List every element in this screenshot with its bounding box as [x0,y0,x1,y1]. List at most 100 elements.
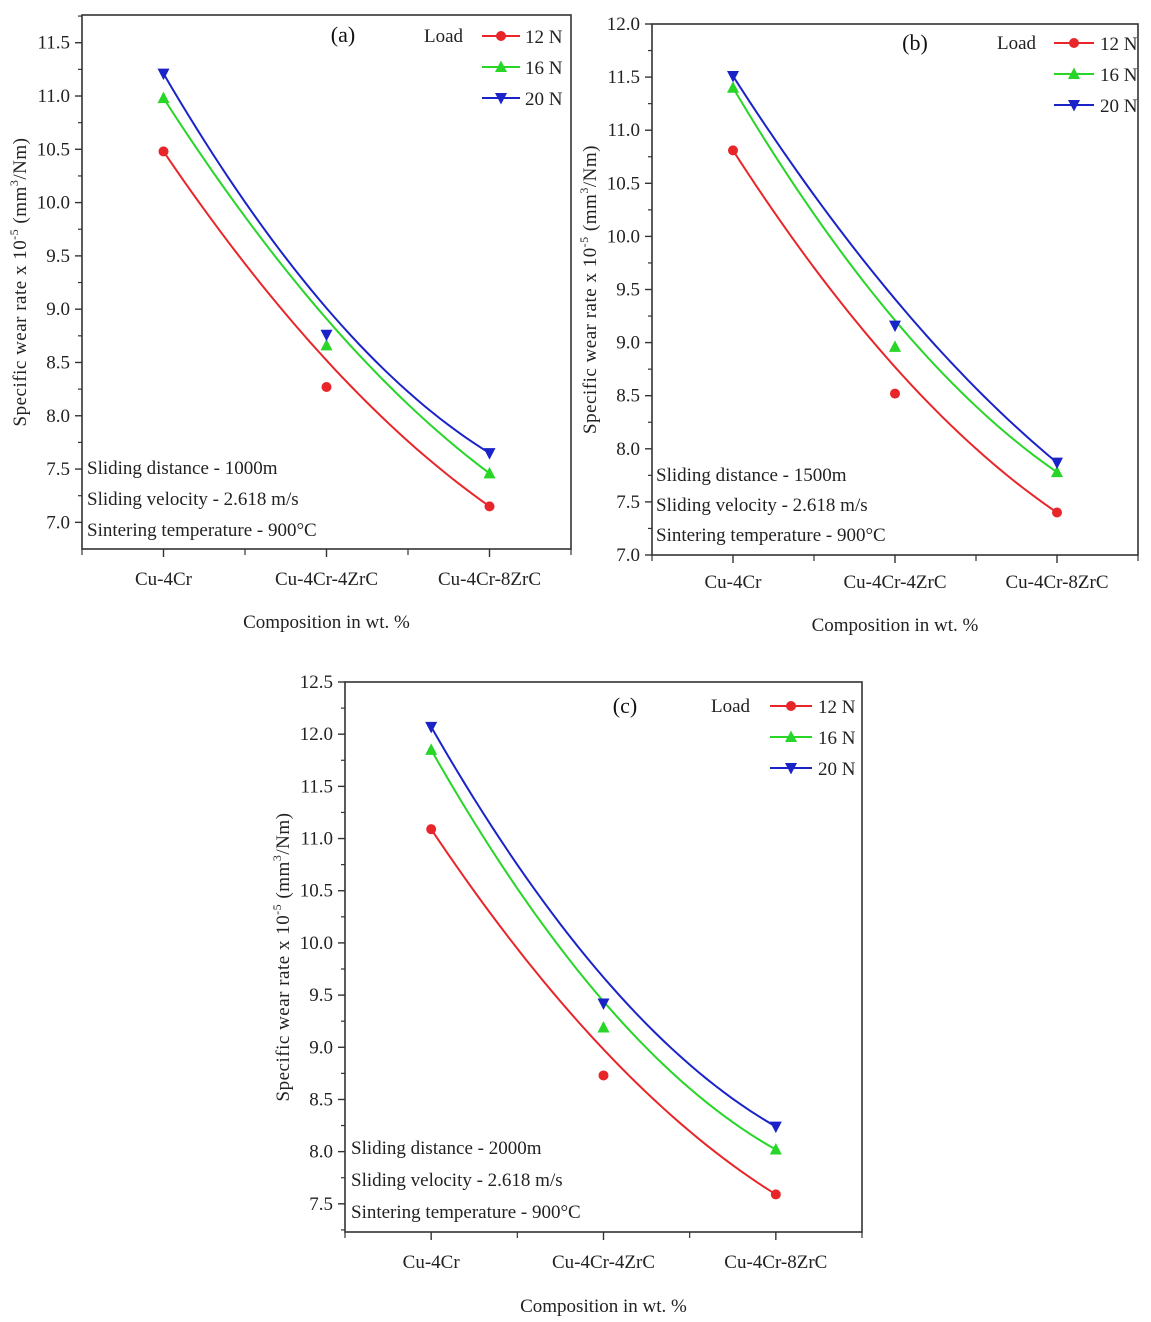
series-12n [728,145,1062,518]
legend-entry: 20 N [482,89,563,110]
legend-entry: 12 N [1054,34,1138,55]
condition-text: Sintering temperature - 900°C [87,520,317,541]
y-tick-label: 12.0 [607,14,640,35]
legend-title: Load [997,33,1037,54]
x-axis-title: Composition in wt. % [243,612,410,633]
y-tick-label: 11.5 [300,776,333,797]
legend-label: 12 N [818,697,856,718]
y-tick-label: 8.0 [309,1142,333,1163]
data-point [727,81,739,93]
data-point [889,340,901,352]
legend-entry: 16 N [482,58,563,79]
data-point [321,381,332,392]
y-tick-label: 7.0 [616,545,640,566]
data-point [598,1070,609,1081]
data-point [728,145,738,156]
y-tick-label: 9.0 [616,333,640,354]
legend-entry: 20 N [1054,96,1138,117]
y-tick-label: 10.0 [607,226,640,247]
legend-entry: 16 N [1054,65,1138,86]
data-point [1052,507,1062,518]
data-point [769,1121,782,1134]
data-point [597,1020,610,1033]
legend: Load 12 N 16 N 20 N [424,26,563,110]
test-conditions: Sliding distance - 1500m Sliding velocity… [656,465,886,546]
series-fit-line [162,97,491,475]
legend-entry: 12 N [770,697,856,718]
data-point [158,146,169,157]
y-axis-title: Specific wear rate x 10-5 (mm3/Nm) [270,813,294,1102]
x-tick-label: Cu-4Cr-8ZrC [724,1252,827,1273]
data-point [727,71,739,83]
y-tick-label: 10.5 [37,139,70,160]
y-axis-title-unit-end: /Nm) [580,145,601,187]
y-tick-label: 9.0 [309,1037,333,1058]
y-axis-title-exponent: -5 [270,904,284,915]
legend-label: 12 N [525,27,563,48]
y-tick-label: 8.5 [616,386,640,407]
series-20n [157,68,496,460]
y-axis-title-unit-end: /Nm) [273,813,294,855]
data-point [1051,465,1063,478]
test-conditions: Sliding distance - 2000m Sliding velocity… [351,1138,581,1223]
legend: Load 12 N 16 N 20 N [711,696,856,780]
legend-marker [496,31,506,41]
data-point [425,743,438,755]
y-tick-label: 9.5 [309,985,333,1006]
data-point [770,1189,781,1200]
y-tick-label: 10.0 [37,193,70,214]
x-tick-label: Cu-4Cr [403,1252,461,1273]
chart-panel-c: 7.5 8.0 8.5 9.0 9.5 10.0 10.5 11.0 11.5 12.0 12.5 C… [270,672,863,1317]
data-point [889,320,901,333]
condition-text: Sliding distance - 1000m [87,458,278,479]
data-point [425,721,438,734]
chart-panel-b: 7.0 7.5 8.0 8.5 9.0 9.5 10.0 10.5 11.0 11.5 12.0 Cu… [577,14,1139,636]
legend-marker [786,701,796,711]
y-tick-label: 9.5 [46,246,70,267]
y-tick-label: 11.5 [607,67,640,88]
data-point [483,448,496,460]
series-12n [158,146,495,512]
y-tick-label: 10.5 [300,881,333,902]
x-tick-label: Cu-4Cr [705,572,763,593]
legend-label: 12 N [1100,34,1138,55]
series-fit-line [732,87,1058,473]
y-tick-label: 7.5 [616,492,640,513]
condition-text: Sliding distance - 2000m [351,1138,542,1159]
y-axis-title-exponent: -5 [577,236,591,247]
condition-text: Sliding velocity - 2.618 m/s [656,495,868,516]
data-point [483,466,496,479]
series-16n [157,91,496,479]
y-axis-title-unit-exponent: 3 [7,180,21,187]
x-axis-title: Composition in wt. % [520,1296,687,1317]
y-tick-label: 11.5 [37,33,70,54]
panel-label: (b) [902,30,928,55]
x-tick-label: Cu-4Cr-4ZrC [552,1252,655,1273]
y-tick-label: 11.0 [300,829,333,850]
series-20n [727,71,1063,470]
data-point [597,998,610,1010]
test-conditions: Sliding distance - 1000m Sliding velocity… [87,458,317,541]
legend-marker [1069,38,1079,48]
x-tick-label: Cu-4Cr [135,569,193,590]
data-point [320,329,333,342]
y-axis-title-unit: (mm [10,186,31,229]
y-tick-label: 12.5 [300,672,333,693]
series-20n [425,721,782,1134]
y-tick-label: 11.0 [607,120,640,141]
data-point [426,824,437,835]
legend-marker [1068,100,1080,112]
legend-title: Load [424,26,464,47]
legend-marker [785,763,797,775]
y-axis-title-main: Specific wear rate x 10 [580,247,601,434]
x-tick-label: Cu-4Cr-4ZrC [275,569,378,590]
condition-text: Sliding velocity - 2.618 m/s [87,489,299,510]
legend-label: 16 N [818,728,856,749]
legend-label: 20 N [1100,96,1138,117]
legend: Load 12 N 16 N 20 N [997,33,1138,117]
y-axis-title-unit: (mm [273,861,294,904]
legend-label: 16 N [525,58,563,79]
condition-text: Sliding distance - 1500m [656,465,847,486]
x-tick-label: Cu-4Cr-8ZrC [438,569,541,590]
legend-title: Load [711,696,751,717]
